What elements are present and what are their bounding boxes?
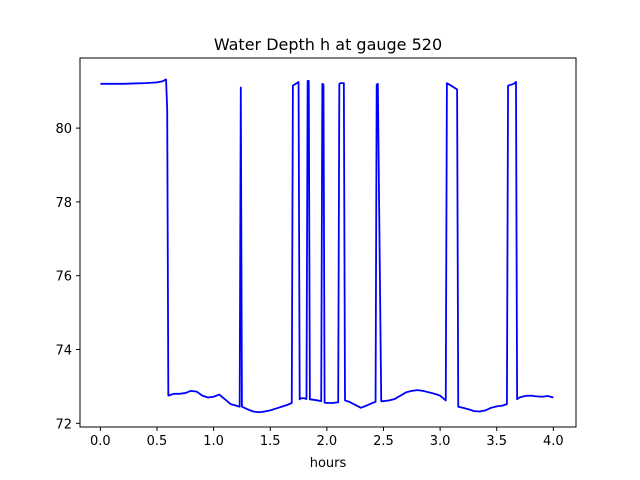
x-tick-label: 2.5 <box>373 434 394 449</box>
x-tick-label: 4.0 <box>543 434 564 449</box>
x-tick-label: 0.5 <box>147 434 168 449</box>
x-tick-label: 0.0 <box>90 434 111 449</box>
x-tick-label: 1.0 <box>203 434 224 449</box>
y-tick-label: 78 <box>55 196 72 211</box>
chart-title: Water Depth h at gauge 520 <box>214 35 442 54</box>
y-tick-label: 72 <box>55 417 72 432</box>
plot-frame <box>79 57 577 428</box>
x-tick-label: 1.5 <box>260 434 281 449</box>
plot-area <box>100 78 554 414</box>
x-axis-label: hours <box>310 456 347 471</box>
y-axis: 72 74 76 78 80 <box>55 122 80 432</box>
x-tick-label: 2.0 <box>317 434 338 449</box>
series-line-0 <box>100 78 554 414</box>
y-tick-label: 76 <box>55 270 72 285</box>
x-axis: 0.0 0.5 1.0 1.5 2.0 2.5 3.0 3.5 4.0 <box>90 427 564 449</box>
y-tick-label: 74 <box>55 344 72 359</box>
x-tick-label: 3.5 <box>486 434 507 449</box>
y-tick-label: 80 <box>55 122 72 137</box>
x-tick-label: 3.0 <box>430 434 451 449</box>
